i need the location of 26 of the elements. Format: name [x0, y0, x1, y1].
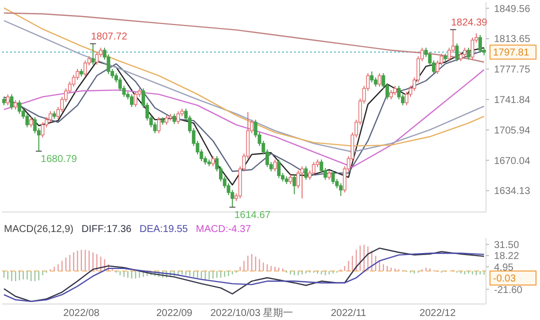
y-tick-label: 1849.56: [494, 4, 531, 15]
x-tick-label: 2022/09: [156, 308, 193, 319]
ref-line-label: -0.03: [493, 274, 516, 285]
y-tick-label: 31.50: [494, 240, 520, 251]
y-tick-label: 1705.94: [494, 125, 531, 136]
y-tick-label: 1741.84: [494, 95, 531, 106]
x-tick-label: 2022/08: [63, 308, 100, 319]
y-tick-label: 1670.04: [494, 156, 531, 167]
y-tick-label: 4.95: [494, 262, 514, 274]
text: DEA:19.55: [140, 224, 188, 235]
y-tick-label: 1634.13: [494, 186, 531, 198]
x-tick-label: 2022/10/03 星期一: [210, 307, 294, 319]
chart-title: MACD(26,12,9): [4, 224, 74, 235]
y-tick-label: -21.60: [494, 284, 523, 296]
x-tick-label: 2022/12: [420, 308, 456, 319]
text: DIFF:17.36: [81, 224, 132, 235]
annotation: 1824.39: [451, 18, 488, 29]
y-tick-label: 1813.65: [494, 34, 531, 46]
annotation: 1614.67: [234, 210, 271, 222]
ref-line-label: 1797.81: [493, 48, 530, 59]
y-tick-label: 18.22: [494, 251, 520, 262]
annotation: 1680.79: [40, 154, 78, 166]
x-tick-label: 2022/11: [330, 308, 367, 319]
text: MACD:-4.37: [196, 224, 252, 235]
annotation: 1807.72: [90, 32, 128, 43]
y-tick-label: 1777.75: [494, 64, 531, 76]
